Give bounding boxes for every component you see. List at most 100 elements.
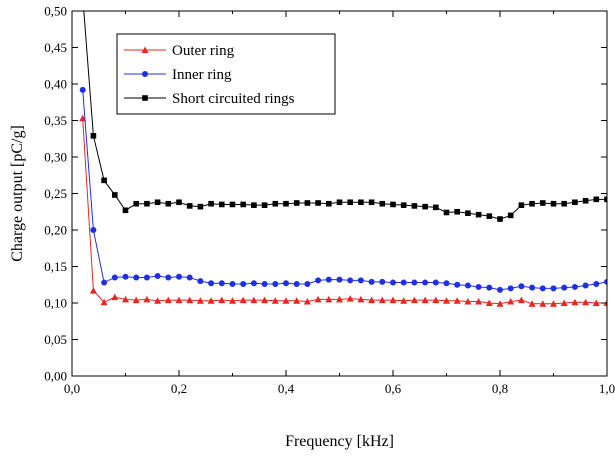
data-point [207,297,215,304]
data-point [357,295,365,303]
data-point [560,299,568,306]
y-tick-label: 0,25 [44,186,67,201]
legend-item: Outer ring [124,43,235,59]
data-point [390,279,396,286]
data-point [261,296,269,304]
data-point [112,192,118,198]
data-point [89,287,97,294]
data-point [378,296,386,304]
data-point [528,300,536,307]
x-tick-label: 0,0 [64,381,80,396]
data-point [475,211,482,218]
data-point [529,284,536,291]
data-point [272,200,279,207]
data-point [144,200,150,207]
data-point [165,274,172,281]
data-point [517,296,525,304]
data-point [164,296,172,304]
data-point [571,298,579,306]
data-point [518,202,525,208]
data-point [422,279,429,286]
series-line [82,89,607,291]
data-point [336,199,343,206]
data-point [572,199,578,206]
data-point [368,199,375,206]
data-point [176,273,182,280]
data-point [582,298,590,306]
data-point [507,298,515,305]
data-point [433,204,439,211]
data-point [411,203,418,209]
data-point [454,281,461,288]
data-point [325,276,332,283]
series-circle [79,86,607,293]
x-axis-label: Frequency [kHz] [285,433,394,450]
data-point [346,295,354,302]
data-point [133,274,140,281]
y-tick-label: 0,15 [44,259,67,274]
data-point [443,297,450,304]
data-point [218,280,225,287]
data-point [410,296,418,304]
data-point [475,298,483,305]
data-point [540,200,546,206]
y-axis-label: Charge output [pC/g] [9,125,26,262]
data-point [154,272,161,279]
y-tick-label: 0,35 [44,113,67,128]
data-point [464,282,471,289]
data-point [465,210,471,217]
data-point [443,280,450,287]
data-point [539,285,546,292]
data-point [293,297,301,304]
data-point [186,203,193,209]
data-point [132,296,140,304]
data-point [486,284,493,291]
data-point [368,296,376,304]
data-point [304,200,311,206]
data-point [593,196,600,203]
data-point [421,296,429,304]
data-point [315,200,321,206]
data-point [400,297,408,304]
data-point [219,201,225,208]
data-point [400,279,407,286]
data-point [175,296,183,304]
legend-label: Inner ring [172,67,232,83]
data-point [604,278,607,285]
data-point [357,277,364,284]
data-point [539,300,547,307]
data-point [411,279,418,286]
x-tick-label: 1,0 [599,381,615,396]
data-point [314,295,322,303]
data-point [325,295,333,303]
data-point [550,300,557,307]
data-point [251,202,257,208]
data-point [347,277,354,284]
data-point [571,283,578,290]
data-point [561,200,567,207]
legend-marker [141,46,149,53]
y-tick-label: 0,00 [44,369,67,384]
data-point [197,203,204,210]
y-tick-label: 0,05 [44,332,67,347]
x-tick-label: 0,4 [278,381,295,396]
data-point [240,281,247,288]
y-tick-label: 0,30 [44,150,67,165]
data-point [336,295,343,303]
legend: Outer ring Inner ring Short circuited ring… [116,33,336,115]
data-point [550,285,557,292]
data-point [497,216,503,222]
data-point [582,198,589,204]
data-point [368,278,375,285]
legend-marker [142,71,148,77]
data-point [79,86,86,93]
data-point [304,281,311,288]
legend-item: Short circuited rings [124,91,295,107]
data-point [592,299,600,306]
data-point [507,212,514,219]
data-point [529,200,535,207]
data-point [154,199,161,206]
data-point [283,280,289,287]
data-point [582,282,589,289]
